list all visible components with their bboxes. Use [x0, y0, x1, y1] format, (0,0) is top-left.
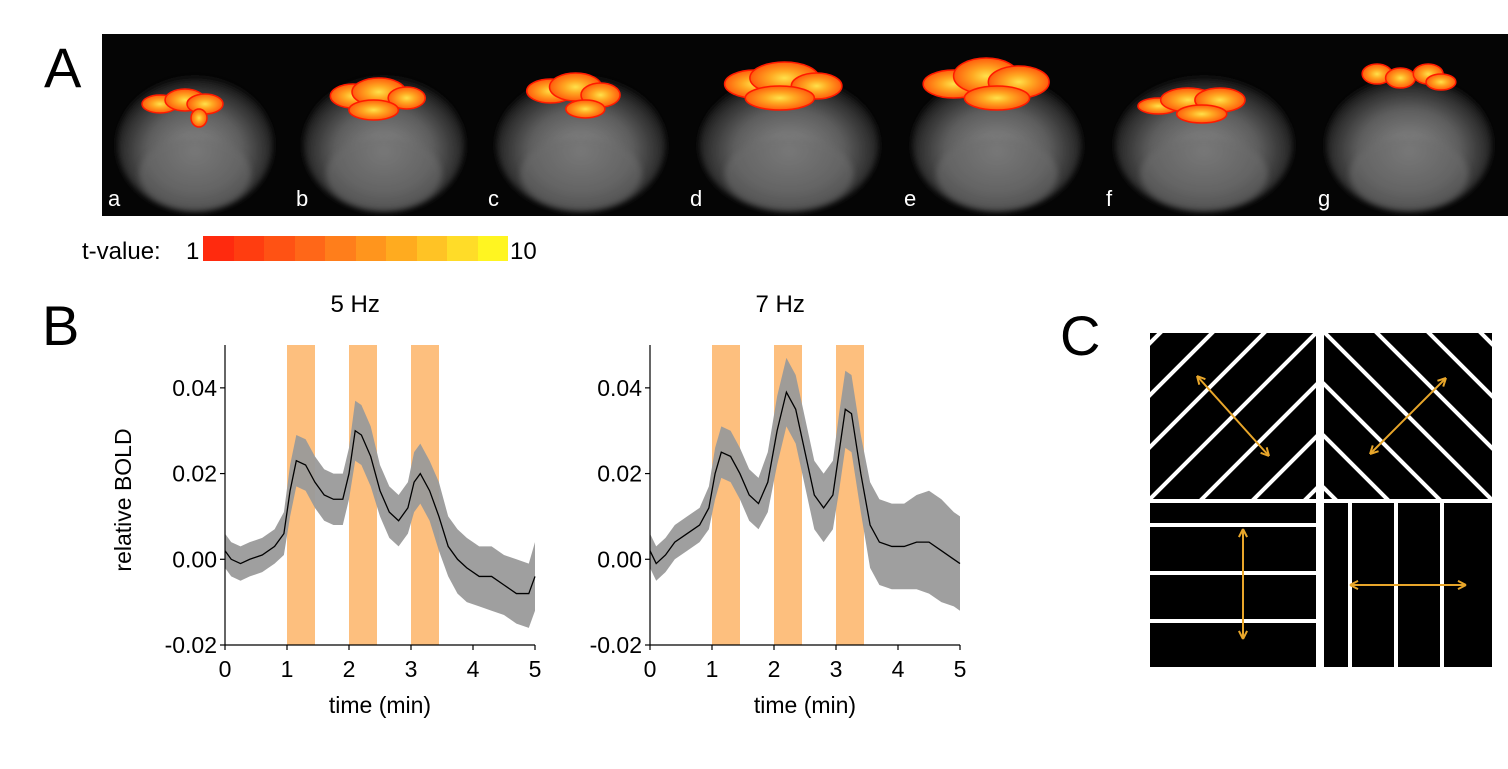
colorbar-label: t-value: [82, 238, 161, 265]
error-band [225, 400, 535, 628]
grating-vertical [1324, 503, 1492, 667]
colorbar-max-label: 10 [510, 238, 537, 265]
slice-label: f [1106, 186, 1113, 211]
error-band [650, 357, 960, 611]
slice-label: g [1318, 186, 1330, 211]
colorbar-segment [416, 236, 447, 261]
activation-blob [723, 61, 843, 111]
colorbar-segment [447, 236, 478, 261]
chart-title: 7 Hz [756, 291, 805, 318]
grating-horizontal [1150, 503, 1316, 667]
activation-blob [329, 77, 427, 121]
slice-label: d [690, 186, 702, 211]
y-tick-label: 0.00 [597, 546, 642, 572]
activation-blob [1137, 87, 1246, 124]
x-tick-label: 3 [405, 656, 418, 682]
x-tick-label: 0 [644, 656, 657, 682]
colorbar-segment [325, 236, 356, 261]
y-tick-label: -0.02 [590, 632, 642, 658]
activation-blob [922, 57, 1050, 111]
x-tick-label: 5 [954, 656, 967, 682]
grating-diagonal-135 [1150, 333, 1316, 499]
colorbar-segment [233, 236, 264, 261]
x-tick-label: 1 [281, 656, 294, 682]
mean-line [224, 429, 536, 595]
stimulus-block [349, 345, 377, 645]
x-tick-label: 5 [529, 656, 542, 682]
y-tick-label: 0.04 [172, 375, 217, 401]
activation-blob [1361, 63, 1457, 91]
stimulus-blocks [712, 345, 864, 645]
x-tick-label: 0 [219, 656, 232, 682]
x-tick-label: 4 [892, 656, 905, 682]
x-tick-label: 4 [467, 656, 480, 682]
brain-slice: a [108, 76, 274, 212]
brain-slice: f [1106, 76, 1294, 212]
slice-label: b [296, 186, 308, 211]
panel-label-c: C [1060, 304, 1101, 367]
colorbar-min-label: 1 [186, 238, 200, 265]
x-axis-label: time (min) [329, 692, 431, 718]
colorbar-segment [264, 236, 295, 261]
brain-slice: d [690, 61, 879, 212]
chart-7hz: 7 Hz -0.02 0.00 0.02 0.04 0 1 2 3 4 5 time (min) [590, 291, 967, 718]
activation-blob [141, 88, 224, 128]
chart-title: 5 Hz [331, 291, 380, 318]
x-tick-label: 1 [706, 656, 719, 682]
brain-slices-image: a b c d e f g [108, 57, 1493, 212]
brain-slice: g [1318, 63, 1493, 212]
slice-label: e [904, 186, 916, 211]
x-tick-label: 3 [830, 656, 843, 682]
chart-5hz: 5 Hz -0.02 0.00 0.02 0.04 0 1 2 3 4 5 time (min) rel… [110, 291, 542, 718]
stimulus-block [712, 345, 740, 645]
slice-label: a [108, 186, 121, 211]
brain-slice-strip: a b c d e f g [102, 34, 1508, 216]
colorbar-segment [355, 236, 386, 261]
grating-diagonal-45 [1324, 333, 1492, 499]
slice-label: c [488, 186, 499, 211]
colorbar-segment [477, 236, 508, 261]
y-tick-label: 0.00 [172, 546, 217, 572]
y-axis-label: relative BOLD [110, 428, 136, 571]
activation-blob [525, 72, 621, 119]
y-tick-label: -0.02 [165, 632, 217, 658]
brain-slice: e [904, 57, 1082, 212]
colorbar-segment [203, 236, 234, 261]
y-tick-label: 0.04 [597, 375, 642, 401]
t-value-colorbar [203, 236, 508, 261]
colorbar-segment [386, 236, 417, 261]
brain-slice: b [296, 76, 465, 212]
x-tick-label: 2 [343, 656, 356, 682]
brain-slice: c [488, 72, 666, 212]
x-axis-label: time (min) [754, 692, 856, 718]
mean-line [649, 390, 961, 565]
panel-label-b: B [42, 294, 80, 357]
panel-label-a: A [44, 36, 82, 99]
y-tick-label: 0.02 [597, 461, 642, 487]
grating-stimuli [1150, 333, 1492, 667]
colorbar-segment [294, 236, 325, 261]
x-tick-label: 2 [768, 656, 781, 682]
y-tick-label: 0.02 [172, 461, 217, 487]
